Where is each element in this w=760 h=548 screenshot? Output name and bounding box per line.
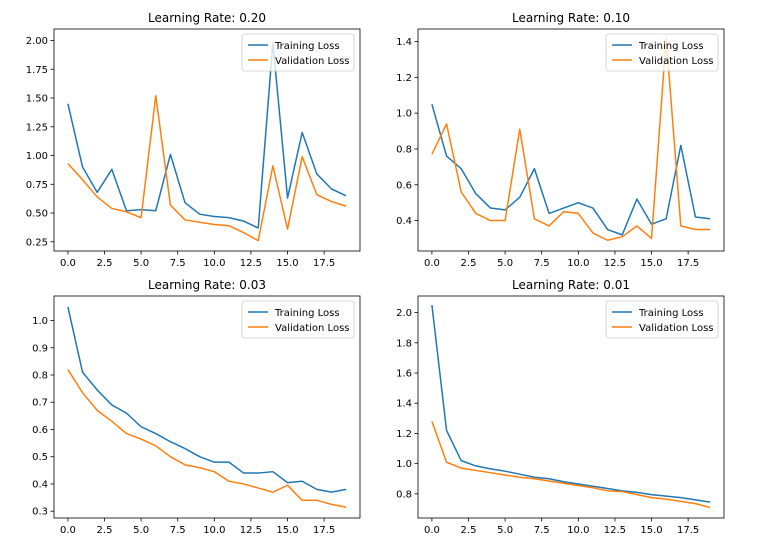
y-tick-label: 0.4 (32, 479, 48, 490)
series-line-validation-loss (67, 94, 347, 242)
legend-label: Training Loss (274, 308, 340, 319)
legend-label: Training Loss (638, 308, 704, 319)
y-tick-label: 0.6 (396, 180, 412, 191)
y-tick-label: 0.8 (396, 489, 412, 500)
y-tick-label: 1.6 (396, 369, 412, 380)
x-tick-label: 2.5 (97, 258, 113, 269)
x-tick-label: 0.0 (60, 525, 76, 536)
y-tick-label: 1.0 (396, 109, 412, 120)
axes-frame (53, 28, 361, 252)
x-tick-label: 17.5 (313, 258, 335, 269)
legend: Training Loss Validation Loss (605, 33, 719, 72)
x-tick-label: 12.5 (604, 258, 626, 269)
y-tick-label: 0.3 (32, 507, 48, 518)
x-tick-label: 5.0 (133, 525, 149, 536)
x-tick-label: 17.5 (313, 525, 335, 536)
legend-label: Validation Loss (275, 323, 350, 334)
series-line-validation-loss (67, 369, 347, 508)
series-line-training-loss (67, 42, 347, 229)
y-tick-label: 1.25 (26, 122, 48, 133)
legend-label: Validation Loss (639, 323, 714, 334)
subplot-title: Learning Rate: 0.03 (148, 278, 266, 292)
x-tick-label: 12.5 (604, 525, 626, 536)
y-tick-label: 0.75 (26, 180, 48, 191)
x-tick-label: 7.5 (534, 258, 550, 269)
x-tick-label: 15.0 (276, 258, 298, 269)
x-tick-label: 2.5 (461, 258, 477, 269)
x-tick-label: 10.0 (567, 525, 589, 536)
x-tick-label: 5.0 (497, 258, 513, 269)
x-tick-label: 7.5 (170, 525, 186, 536)
subplot-title: Learning Rate: 0.01 (512, 278, 630, 292)
x-tick-label: 5.0 (497, 525, 513, 536)
y-tick-label: 0.25 (26, 237, 48, 248)
y-tick-label: 0.8 (32, 370, 48, 381)
y-tick-label: 1.8 (396, 338, 412, 349)
legend: Training Loss Validation Loss (605, 300, 719, 339)
x-tick-label: 12.5 (240, 258, 262, 269)
legend-label: Training Loss (638, 41, 704, 52)
subplot-title: Learning Rate: 0.20 (148, 11, 266, 25)
x-tick-label: 5.0 (133, 258, 149, 269)
x-tick-label: 2.5 (461, 525, 477, 536)
legend-box (605, 300, 719, 339)
y-tick-label: 1.75 (26, 65, 48, 76)
x-tick-label: 10.0 (203, 258, 225, 269)
legend-box (241, 300, 355, 339)
x-tick-label: 15.0 (276, 525, 298, 536)
series-line-training-loss (431, 304, 711, 503)
legend-label: Validation Loss (639, 56, 714, 67)
legend: Training Loss Validation Loss (241, 300, 355, 339)
y-tick-label: 0.8 (396, 144, 412, 155)
y-tick-label: 2.0 (396, 308, 412, 319)
x-tick-label: 15.0 (640, 258, 662, 269)
y-tick-label: 0.50 (26, 209, 48, 220)
subplot-1: Learning Rate: 0.10 0.0 2.5 5.0 7.5 10.0 12.5 1… (396, 11, 725, 269)
legend-label: Validation Loss (275, 56, 350, 67)
y-tick-label: 1.50 (26, 94, 48, 105)
y-tick-label: 0.9 (32, 343, 48, 354)
y-tick-label: 0.4 (396, 216, 412, 227)
subplot-2: Learning Rate: 0.03 0.0 2.5 5.0 7.5 10.0 12.5 1… (32, 278, 361, 536)
x-tick-label: 0.0 (60, 258, 76, 269)
legend-label: Training Loss (274, 41, 340, 52)
y-tick-label: 1.00 (26, 151, 48, 162)
series-line-validation-loss (431, 421, 711, 509)
subplot-3: Learning Rate: 0.01 0.0 2.5 5.0 7.5 10.0 12.5 1… (396, 278, 725, 536)
y-tick-label: 1.2 (396, 73, 412, 84)
subplot-title: Learning Rate: 0.10 (512, 11, 630, 25)
x-tick-label: 17.5 (677, 525, 699, 536)
x-tick-label: 2.5 (97, 525, 113, 536)
subplot-0: Learning Rate: 0.20 0.0 2.5 5.0 7.5 10.0 12.5 1… (26, 11, 361, 269)
x-tick-label: 15.0 (640, 525, 662, 536)
legend: Training Loss Validation Loss (241, 33, 355, 72)
axes-frame (417, 28, 725, 252)
legend-box (605, 33, 719, 72)
y-tick-label: 2.00 (26, 36, 48, 47)
x-tick-label: 7.5 (534, 525, 550, 536)
x-tick-label: 12.5 (240, 525, 262, 536)
axes-frame (417, 295, 725, 519)
x-tick-label: 17.5 (677, 258, 699, 269)
x-tick-label: 10.0 (567, 258, 589, 269)
axes-frame (53, 295, 361, 519)
x-tick-label: 7.5 (170, 258, 186, 269)
y-tick-label: 0.7 (32, 398, 48, 409)
y-tick-label: 1.4 (396, 399, 412, 410)
series-line-training-loss (431, 103, 711, 236)
legend-box (241, 33, 355, 72)
series-line-training-loss (67, 306, 347, 493)
y-tick-label: 0.6 (32, 425, 48, 436)
y-tick-label: 1.0 (32, 316, 48, 327)
y-tick-label: 1.4 (396, 37, 412, 48)
y-tick-label: 0.5 (32, 452, 48, 463)
x-tick-label: 0.0 (424, 525, 440, 536)
y-tick-label: 1.2 (396, 429, 412, 440)
x-tick-label: 10.0 (203, 525, 225, 536)
x-tick-label: 0.0 (424, 258, 440, 269)
y-tick-label: 1.0 (396, 459, 412, 470)
